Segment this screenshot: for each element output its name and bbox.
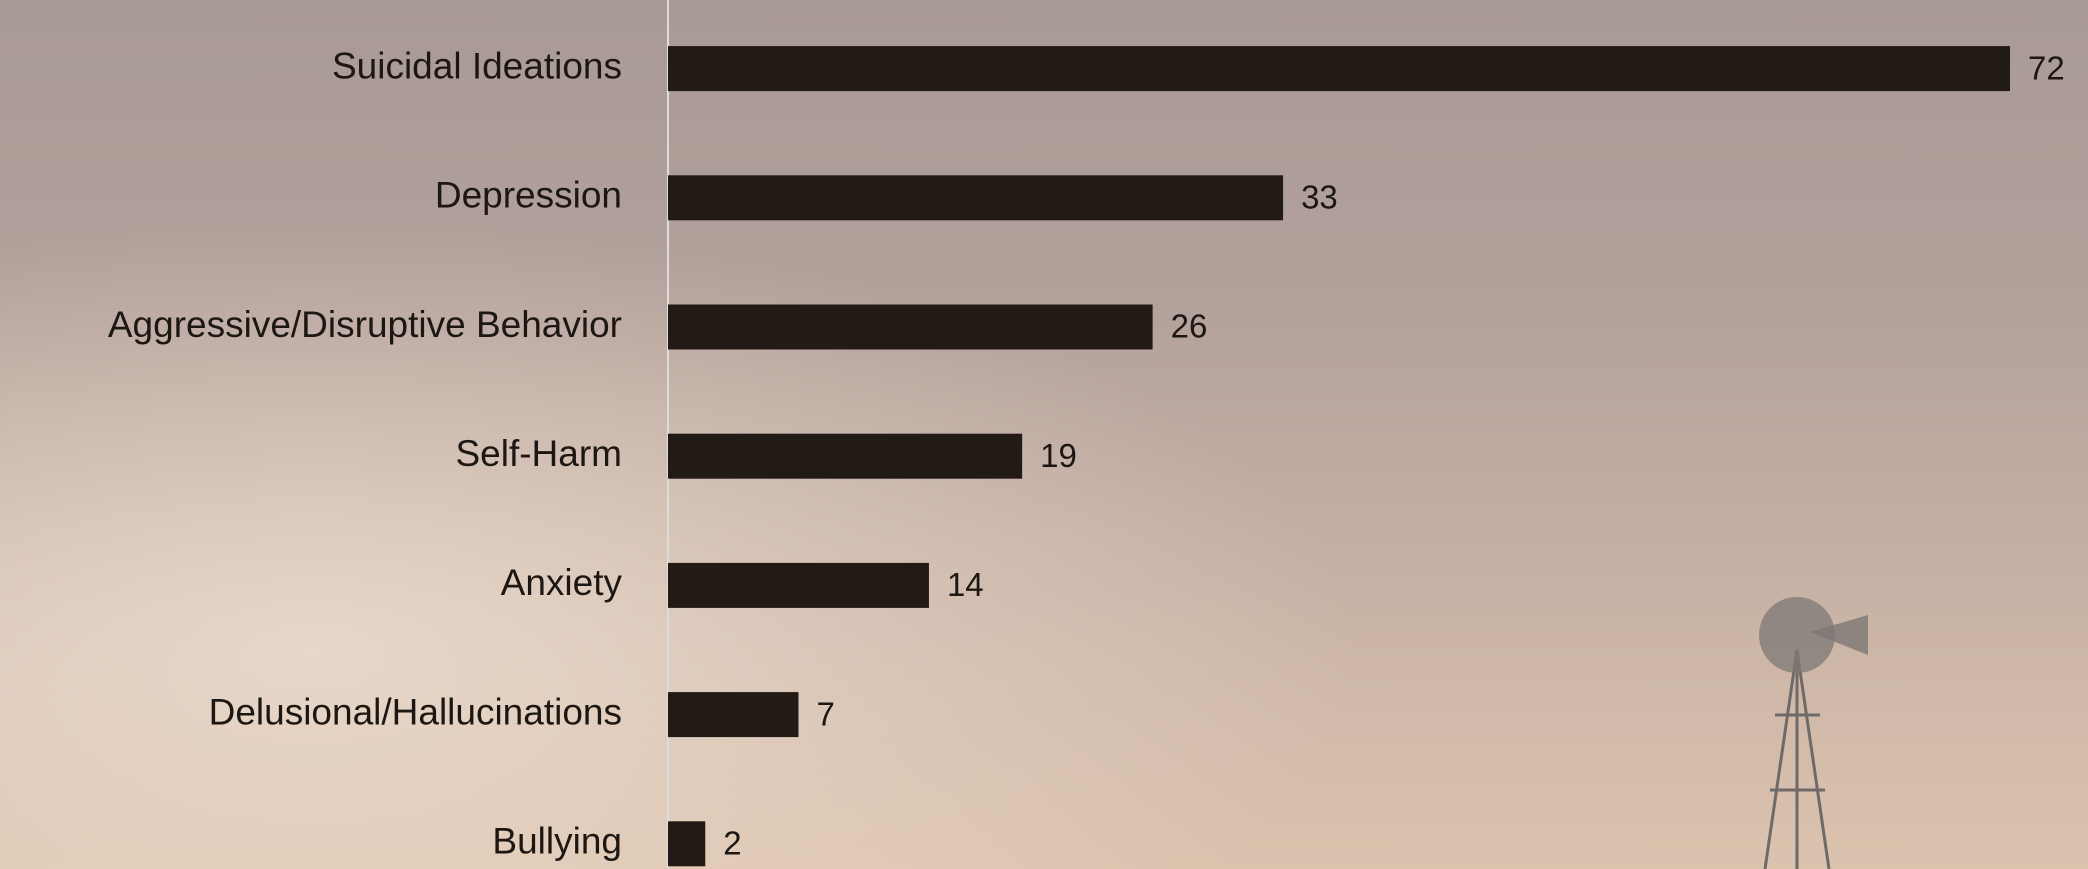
value-label: 26	[1171, 308, 1208, 345]
bar	[668, 304, 1153, 350]
value-label: 72	[2028, 49, 2065, 86]
bar	[668, 175, 1284, 221]
value-label: 2	[723, 825, 741, 862]
value-label: 14	[947, 566, 984, 603]
bar	[668, 821, 706, 867]
category-label: Self-Harm	[455, 433, 622, 474]
category-label: Delusional/Hallucinations	[209, 691, 622, 732]
category-label: Depression	[435, 175, 622, 216]
bar	[668, 692, 799, 738]
bar	[668, 46, 2010, 92]
category-label: Aggressive/Disruptive Behavior	[108, 304, 622, 345]
value-label: 33	[1301, 179, 1338, 216]
value-label: 19	[1040, 437, 1077, 474]
windmill	[1759, 597, 1868, 869]
category-label: Anxiety	[501, 562, 623, 603]
value-label: 7	[816, 695, 834, 732]
category-label: Suicidal Ideations	[332, 45, 622, 86]
bar	[668, 562, 929, 608]
bar	[668, 433, 1023, 479]
category-label: Bullying	[492, 821, 622, 862]
